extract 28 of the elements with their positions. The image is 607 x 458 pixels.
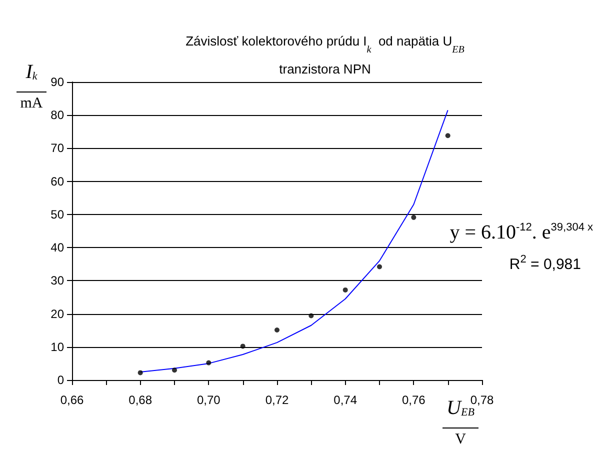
y-tick-label: 90 xyxy=(50,75,64,89)
y-tick-label: 40 xyxy=(50,240,64,255)
y-tick-label: 10 xyxy=(50,340,64,354)
y-tick-label: 80 xyxy=(50,108,64,122)
y-tick-label: 50 xyxy=(50,207,64,222)
point xyxy=(274,328,280,332)
y-tick-label: 30 xyxy=(50,274,64,288)
point xyxy=(206,360,212,366)
x-tick-label: 0,72 xyxy=(265,393,289,407)
y-tick-label: 20 xyxy=(50,306,64,321)
point xyxy=(308,313,314,318)
point xyxy=(240,344,246,349)
y-tick-label: 0 xyxy=(57,373,64,387)
y-tick-label: 60 xyxy=(50,174,64,188)
x-tick-label: 0,66 xyxy=(60,393,84,407)
x-tick-label: 0,76 xyxy=(402,393,426,407)
y-axis-title: Ik mA xyxy=(20,61,43,112)
point xyxy=(377,264,382,270)
x-tick-label: 0,70 xyxy=(196,393,221,407)
x-tick-label: 0,78 xyxy=(470,393,494,407)
point xyxy=(411,214,416,220)
point xyxy=(342,287,348,292)
point xyxy=(445,133,450,138)
y-tick-label: 70 xyxy=(50,141,64,156)
x-tick-label: 0,68 xyxy=(128,393,152,407)
point xyxy=(172,368,177,373)
x-tick-label: 0,74 xyxy=(334,393,358,407)
point xyxy=(138,370,143,376)
